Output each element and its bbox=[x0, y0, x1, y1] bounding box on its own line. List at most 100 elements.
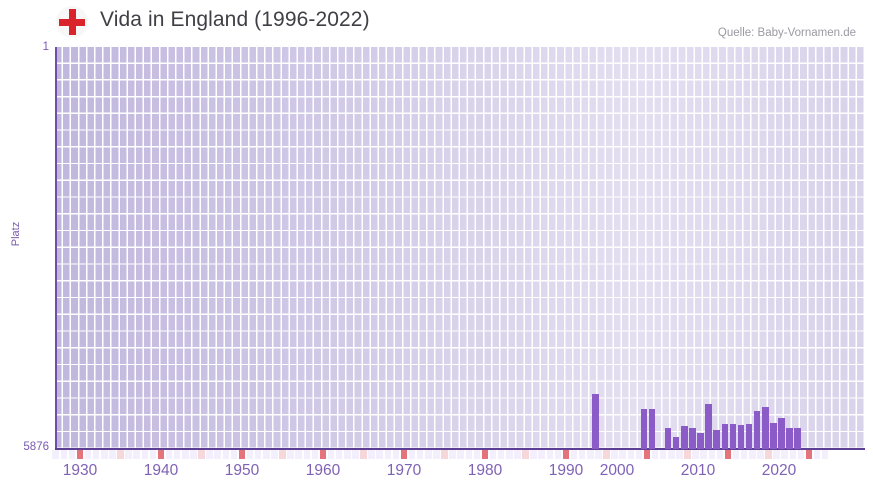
bar-2010[interactable] bbox=[705, 404, 712, 449]
x-tickmark-1999 bbox=[635, 450, 643, 459]
x-tickmark-1986 bbox=[530, 450, 537, 459]
x-tickmark-1979 bbox=[473, 450, 481, 459]
x-tickmark-2022 bbox=[821, 450, 829, 459]
x-tickmark-1992 bbox=[578, 450, 586, 459]
x-tickmark-1975 bbox=[441, 450, 448, 459]
bar-2021[interactable] bbox=[794, 428, 801, 449]
x-tickmark-1928 bbox=[60, 450, 68, 459]
x-tickmark-1966 bbox=[368, 450, 375, 459]
bar-2018[interactable] bbox=[770, 423, 777, 449]
bar-2013[interactable] bbox=[729, 424, 737, 449]
x-tickmark-1936 bbox=[125, 450, 132, 459]
x-tickmark-1964 bbox=[352, 450, 359, 459]
bar-1996[interactable] bbox=[592, 394, 599, 449]
x-tickmark-1933 bbox=[101, 450, 108, 459]
bar-2009[interactable] bbox=[697, 433, 704, 449]
x-tickmark-1932 bbox=[92, 450, 100, 459]
bar-2012[interactable] bbox=[721, 424, 729, 449]
source-note: Quelle: Baby-Vornamen.de bbox=[717, 27, 856, 39]
x-tickmark-2011 bbox=[732, 450, 740, 459]
x-tickmark-2008 bbox=[708, 450, 716, 459]
x-tickmark-2014 bbox=[757, 450, 764, 459]
x-tickmark-1931 bbox=[84, 450, 92, 459]
x-tickmark-1976 bbox=[449, 450, 456, 459]
bar-series bbox=[55, 47, 865, 449]
x-tickmark-1993 bbox=[587, 450, 594, 459]
x-tick-label-1990: 1990 bbox=[548, 462, 584, 479]
x-tickmark-2001 bbox=[651, 450, 659, 459]
x-tickmark-1957 bbox=[295, 450, 302, 459]
bar-2015[interactable] bbox=[745, 424, 753, 449]
x-tick-label-1940: 1940 bbox=[143, 462, 179, 479]
x-tickmark-1938 bbox=[141, 450, 149, 459]
x-tickmark-2003 bbox=[668, 450, 675, 459]
x-tickmark-1943 bbox=[182, 450, 189, 459]
x-tick-label-2010: 2010 bbox=[680, 462, 716, 479]
x-tickmark-1937 bbox=[133, 450, 140, 459]
x-tickmark-2020 bbox=[805, 450, 813, 459]
x-tickmark-1930 bbox=[76, 450, 84, 459]
x-tickmark-1953 bbox=[263, 450, 270, 459]
x-tickmark-1927 bbox=[52, 450, 59, 459]
x-tickmark-2005 bbox=[684, 450, 691, 459]
x-tickmark-1962 bbox=[335, 450, 343, 459]
x-tickmark-1995 bbox=[603, 450, 610, 459]
x-tick-label-1930: 1930 bbox=[62, 462, 98, 479]
x-tickmark-2016 bbox=[773, 450, 780, 459]
x-tickmark-2021 bbox=[813, 450, 821, 459]
bar-2008[interactable] bbox=[689, 428, 696, 449]
x-tickmark-1941 bbox=[165, 450, 173, 459]
x-tickmark-1982 bbox=[497, 450, 505, 459]
x-tickmark-1989 bbox=[554, 450, 562, 459]
bar-2019[interactable] bbox=[778, 418, 785, 449]
y-axis-line bbox=[55, 47, 57, 450]
x-tickmark-1997 bbox=[619, 450, 626, 459]
x-tickmark-1935 bbox=[117, 450, 124, 459]
x-tickmark-2004 bbox=[676, 450, 683, 459]
bar-2006[interactable] bbox=[672, 437, 680, 449]
bar-2007[interactable] bbox=[681, 426, 688, 449]
bar-2011[interactable] bbox=[713, 430, 720, 449]
x-tickmark-1952 bbox=[254, 450, 262, 459]
bar-2017[interactable] bbox=[762, 407, 769, 449]
x-tickmark-1969 bbox=[392, 450, 400, 459]
bar-2016[interactable] bbox=[753, 411, 761, 449]
bar-2005[interactable] bbox=[664, 428, 672, 449]
chart-header: Vida in England (1996-2022) Quelle: Baby… bbox=[0, 0, 873, 44]
y-tick-bottom: 5876 bbox=[23, 441, 49, 453]
x-tickmark-1945 bbox=[198, 450, 205, 459]
x-tickmark-1990 bbox=[562, 450, 570, 459]
x-tickmark-1991 bbox=[570, 450, 578, 459]
x-tickmark-1942 bbox=[173, 450, 181, 459]
x-tick-label-1970: 1970 bbox=[386, 462, 422, 479]
x-tickmark-1970 bbox=[400, 450, 408, 459]
bar-2003[interactable] bbox=[648, 409, 656, 449]
chart-title: Vida in England (1996-2022) bbox=[100, 8, 370, 31]
y-axis-title: Platz bbox=[10, 221, 22, 247]
x-tickmark-1988 bbox=[546, 450, 554, 459]
x-tickmark-1961 bbox=[327, 450, 335, 459]
x-tickmark-1985 bbox=[522, 450, 529, 459]
bar-2002[interactable] bbox=[640, 409, 648, 449]
x-tickmark-1959 bbox=[311, 450, 319, 459]
england-flag-icon bbox=[56, 6, 88, 38]
x-tickmark-2006 bbox=[692, 450, 699, 459]
x-tickmark-1965 bbox=[360, 450, 367, 459]
x-tick-label-2000: 2000 bbox=[599, 462, 635, 479]
x-tickmark-2009 bbox=[716, 450, 724, 459]
x-tickmark-1994 bbox=[595, 450, 602, 459]
x-tickmark-1981 bbox=[489, 450, 497, 459]
x-tickmark-2015 bbox=[765, 450, 772, 459]
x-tick-label-1960: 1960 bbox=[305, 462, 341, 479]
x-axis-line bbox=[55, 448, 865, 450]
x-tickmark-1948 bbox=[222, 450, 230, 459]
x-axis-tickmarks bbox=[52, 450, 865, 459]
x-tickmark-1949 bbox=[230, 450, 238, 459]
x-tickmark-2017 bbox=[781, 450, 788, 459]
x-tickmark-1977 bbox=[457, 450, 464, 459]
bar-2014[interactable] bbox=[737, 425, 745, 449]
x-tickmark-2018 bbox=[789, 450, 797, 459]
x-tickmark-1958 bbox=[303, 450, 311, 459]
bar-2020[interactable] bbox=[786, 428, 793, 449]
